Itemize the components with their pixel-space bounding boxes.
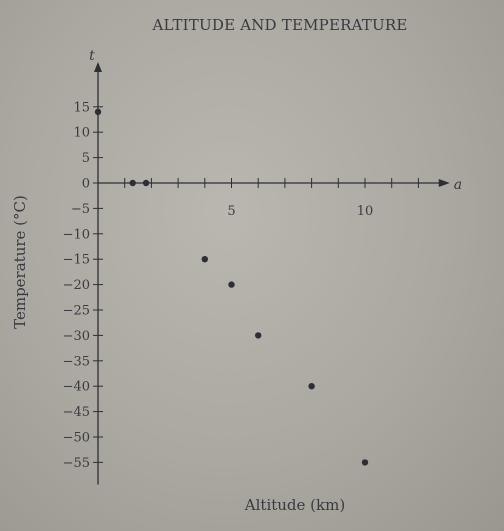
y-tick-label: 10 (73, 126, 90, 141)
y-axis-letter: t (89, 48, 95, 64)
x-axis-label: Altitude (km) (244, 496, 346, 514)
data-point (361, 459, 369, 466)
y-tick-label: −30 (63, 329, 90, 344)
x-axis-arrow (438, 179, 450, 187)
data-point (142, 179, 150, 187)
points-group (94, 108, 369, 466)
data-point (308, 383, 315, 390)
y-tick-label: −15 (63, 253, 90, 268)
y-tick-label: 15 (73, 100, 90, 115)
y-tick-label: −20 (63, 278, 90, 293)
chart-title: ALTITUDE AND TEMPERATURE (152, 16, 408, 34)
tick-labels-group: 15 10 5 0 −5 −10 −15 −20 −25 −30 −35 −40 −45 −50 −55 5 1… (63, 100, 374, 471)
x-tick-label: 5 (227, 204, 235, 219)
ticks-group (93, 106, 419, 463)
y-tick-label: −5 (71, 202, 90, 217)
data-point (129, 179, 136, 187)
axes-group: ta (89, 48, 462, 485)
y-tick-label: −45 (63, 405, 90, 420)
x-tick-label: 10 (357, 204, 374, 219)
data-point (94, 108, 102, 116)
data-point (201, 256, 208, 263)
y-axis-arrow (94, 62, 102, 72)
data-point (255, 332, 262, 339)
y-tick-label: −50 (63, 431, 90, 446)
y-tick-label: 0 (82, 177, 90, 192)
y-tick-label: 5 (82, 151, 90, 166)
y-tick-label: −55 (63, 456, 90, 471)
y-tick-label: −10 (63, 227, 90, 242)
data-point (228, 281, 235, 288)
y-tick-label: −35 (63, 354, 90, 369)
x-axis-letter: a (454, 177, 462, 193)
y-tick-label: −25 (63, 304, 90, 319)
y-tick-label: −40 (63, 380, 90, 395)
